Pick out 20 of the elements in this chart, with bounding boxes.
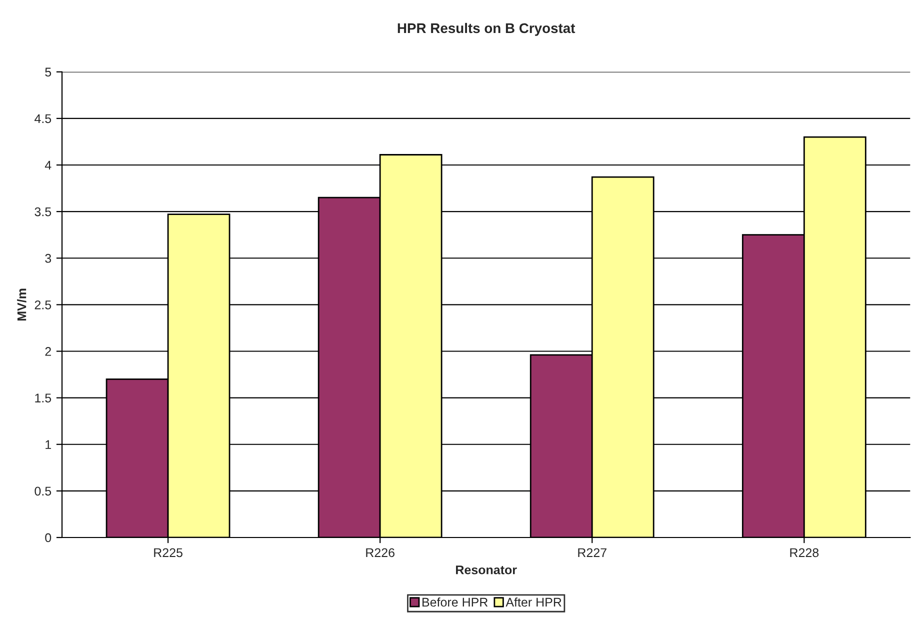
x-tick-label: R228 xyxy=(790,548,819,558)
y-tick-label: 2 xyxy=(45,347,51,356)
y-tick-label: 5 xyxy=(45,68,52,77)
y-axis-title: MV/m xyxy=(17,288,26,321)
y-tick-label: 1.5 xyxy=(35,394,52,402)
y-tick-label: 4 xyxy=(44,160,52,170)
chart-title: HPR Results on B Cryostat xyxy=(398,22,576,36)
y-tick-label: 1 xyxy=(46,440,51,449)
legend-label: After HPR xyxy=(506,597,562,607)
x-tick-label: R227 xyxy=(578,548,606,557)
y-tick-label: 3.5 xyxy=(34,207,52,216)
x-tick-label: R225 xyxy=(154,548,182,558)
y-tick-label: 4.5 xyxy=(34,114,52,124)
legend-label: Before HPR xyxy=(422,597,488,607)
y-tick-label: 0.5 xyxy=(34,486,52,496)
y-tick-label: 0 xyxy=(45,533,52,542)
x-tick-label: R226 xyxy=(366,548,394,558)
y-tick-label: 2.5 xyxy=(34,300,52,310)
x-axis-title: Resonator xyxy=(456,566,517,574)
y-tick-label: 3 xyxy=(45,254,52,263)
